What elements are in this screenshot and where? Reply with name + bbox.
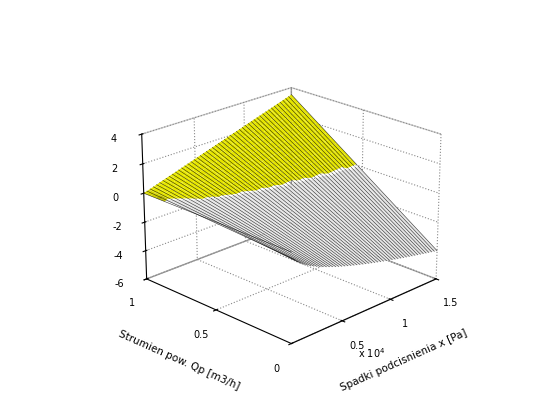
Y-axis label: Strumien pow. Qp [m3/h]: Strumien pow. Qp [m3/h] [117,329,241,392]
Text: x 10$^4$: x 10$^4$ [358,346,385,360]
X-axis label: Spadki podcisnienia x [Pa]: Spadki podcisnienia x [Pa] [339,328,469,393]
